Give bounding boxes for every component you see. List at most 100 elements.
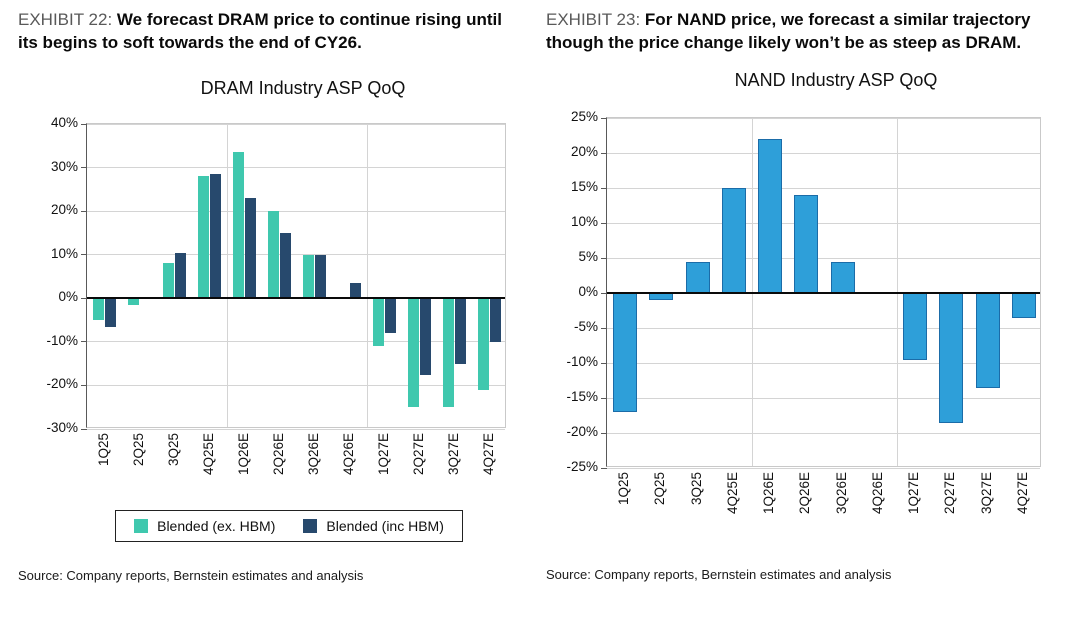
x-category-label: 3Q27E [445, 433, 461, 476]
x-category-label: 3Q26E [833, 472, 849, 515]
x-axis-labels: 1Q25 2Q25 3Q25 4Q25E 1Q26E 2Q26E 3Q26E 4Q26E 1Q2… [546, 467, 1066, 541]
y-axis-tick [601, 432, 607, 434]
bar [420, 298, 431, 375]
zero-axis-line [607, 292, 1040, 294]
gridline [607, 117, 1040, 119]
bar [303, 254, 314, 299]
plot-area [81, 123, 506, 430]
y-axis-tick [601, 222, 607, 224]
bar [939, 293, 964, 423]
bar [794, 195, 819, 293]
bar [93, 298, 104, 321]
bar [490, 298, 501, 342]
bar [758, 139, 783, 293]
y-axis-tick-label: -10% [46, 332, 78, 348]
bar [443, 298, 454, 408]
legend: Blended (ex. HBM) Blended (inc HBM) [18, 510, 520, 542]
y-axis-tick [601, 187, 607, 189]
y-axis-tick [601, 257, 607, 259]
exhibit-label: EXHIBIT 23: [546, 10, 641, 29]
y-axis-tick-label: -15% [566, 389, 598, 404]
legend-label-ex-hbm: Blended (ex. HBM) [157, 518, 276, 534]
gridline [607, 432, 1040, 434]
vertical-gridline [226, 124, 228, 427]
y-axis-tick [81, 428, 87, 430]
gridline [87, 210, 505, 212]
gridline [607, 362, 1040, 364]
y-axis-tick [601, 152, 607, 154]
legend-box: Blended (ex. HBM) Blended (inc HBM) [115, 510, 463, 542]
y-axis-tick-label: 25% [570, 109, 598, 124]
x-category-label: 1Q25 [616, 472, 632, 506]
x-category-label: 4Q26E [340, 433, 356, 476]
y-axis-tick [601, 292, 607, 294]
plot-area [601, 117, 1041, 469]
y-axis-tick [601, 362, 607, 364]
bar [175, 252, 186, 299]
x-category-label: 4Q25E [200, 433, 216, 476]
y-axis-tick-label: 40% [50, 115, 78, 130]
bar [903, 293, 928, 360]
bar [385, 298, 396, 334]
bar [478, 298, 489, 390]
x-axis-labels: 1Q25 2Q25 3Q25 4Q25E 1Q26E 2Q26E 3Q26E 4Q26E 1Q2… [18, 428, 520, 502]
dram-chart-title: DRAM Industry ASP QoQ [200, 78, 406, 98]
y-axis-tick-label: -25% [566, 459, 598, 474]
gridline [607, 222, 1040, 224]
bar [649, 293, 674, 300]
bar [163, 263, 174, 299]
bar [198, 176, 209, 299]
bar [408, 298, 419, 408]
bar [373, 298, 384, 347]
exhibit-22-header: EXHIBIT 22: We forecast DRAM price to co… [18, 8, 520, 54]
y-axis-tick [81, 167, 87, 169]
y-axis-tick-label: 20% [570, 144, 598, 159]
x-category-label: 4Q26E [869, 472, 885, 515]
dram-chart: -30% -20% -10% 0% 10% 20% 30% 40% [18, 115, 520, 435]
x-category-label: 1Q27E [375, 433, 391, 476]
legend-label-inc-hbm: Blended (inc HBM) [326, 518, 444, 534]
x-category-label: 2Q25 [130, 433, 146, 467]
y-axis-tick [81, 123, 87, 125]
y-axis-tick-label: -20% [566, 424, 598, 439]
gridline [87, 254, 505, 256]
exhibit-headline: We forecast DRAM price to continue risin… [18, 10, 502, 52]
bar [268, 211, 279, 299]
y-axis-tick [81, 254, 87, 256]
exhibit-23-header: EXHIBIT 23: For NAND price, we forecast … [546, 8, 1066, 54]
vertical-gridline [366, 124, 368, 427]
bar [455, 298, 466, 364]
legend-item-ex-hbm: Blended (ex. HBM) [134, 518, 275, 534]
gridline [87, 428, 505, 430]
x-category-label: 4Q27E [480, 433, 496, 476]
y-axis-tick-label: -5% [573, 319, 598, 334]
y-axis-tick [81, 341, 87, 343]
x-category-label: 1Q26E [235, 433, 251, 476]
y-axis-tick-label: 10% [50, 245, 78, 261]
x-category-label: 3Q26E [305, 433, 321, 476]
y-axis-tick [81, 384, 87, 386]
bar [1011, 293, 1036, 318]
bar [350, 283, 361, 299]
bar [280, 232, 291, 299]
x-category-label: 3Q25 [688, 472, 704, 506]
x-category-label: 3Q27E [978, 472, 994, 515]
x-category-label: 4Q27E [1014, 472, 1030, 515]
y-axis-tick-label: 30% [50, 158, 78, 174]
y-axis-tick-label: 20% [50, 202, 78, 218]
nand-chart-title: NAND Industry ASP QoQ [734, 70, 938, 90]
bar [830, 261, 855, 293]
x-category-label: 1Q27E [906, 472, 922, 515]
gridline [607, 152, 1040, 154]
y-axis-tick [601, 397, 607, 399]
exhibit-label: EXHIBIT 22: [18, 10, 113, 29]
y-axis-tick [81, 297, 87, 299]
gridline [607, 187, 1040, 189]
bar [685, 261, 710, 293]
y-axis-tick-label: -30% [46, 420, 78, 435]
gridline [87, 167, 505, 169]
x-category-label: 2Q27E [410, 433, 426, 476]
legend-swatch-ex-hbm [134, 519, 149, 533]
y-axis-tick-label: -10% [566, 354, 598, 369]
bar [315, 254, 326, 299]
